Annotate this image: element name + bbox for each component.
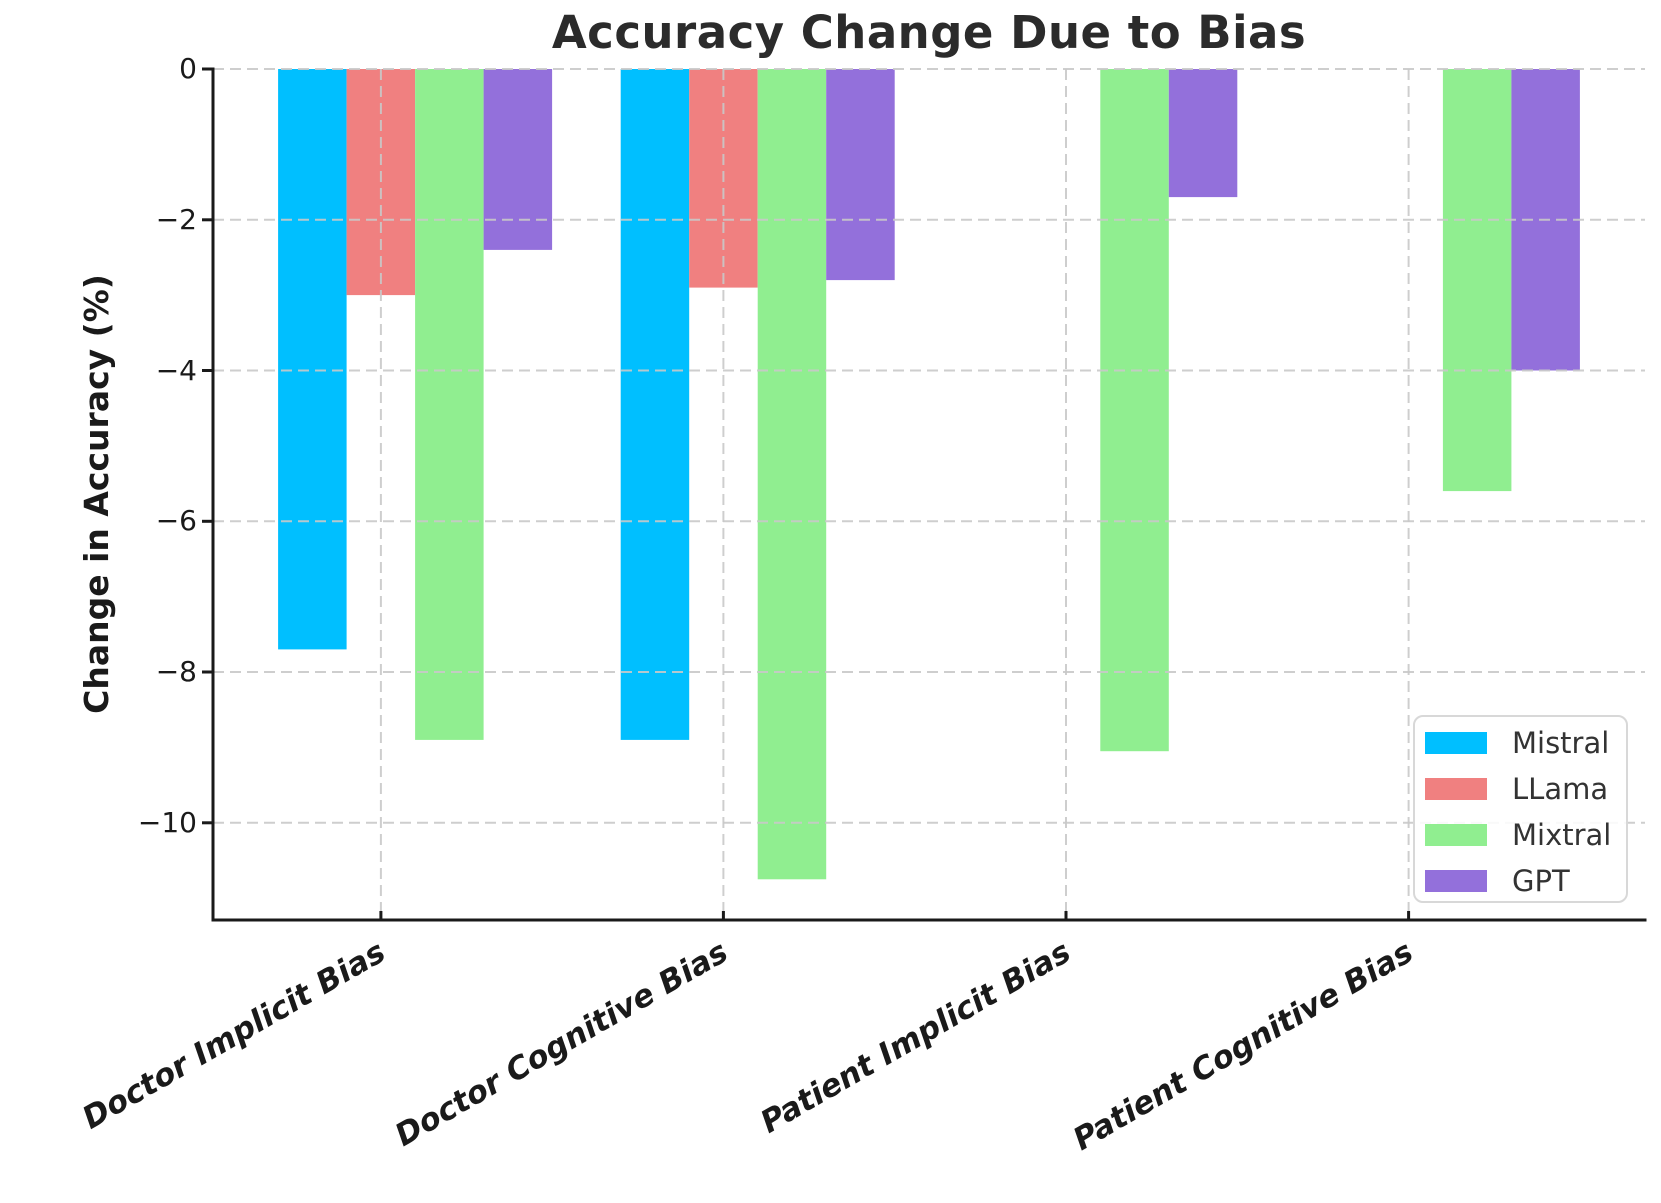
y-tick-label: −8 [155,655,197,688]
legend-swatch-mistral [1425,732,1487,754]
legend-label-llama: LLama [1512,772,1609,806]
y-tick-label: −4 [155,353,197,387]
legend-swatch-llama [1425,778,1487,800]
chart-title: Accuracy Change Due to Bias [551,6,1307,59]
bar-mixtral-0 [415,69,484,740]
bar-gpt-2 [1168,69,1238,198]
bar-mixtral-2 [1100,69,1169,752]
legend-label-gpt: GPT [1512,864,1570,898]
legend-label-mixtral: Mixtral [1512,818,1612,852]
y-tick-label: 0 [179,52,197,85]
legend-swatch-gpt [1425,870,1487,892]
bar-gpt-1 [826,69,895,281]
bar-mistral-1 [620,69,690,740]
bar-mistral-0 [278,69,347,650]
legend-label-mistral: Mistral [1512,726,1610,760]
bar-mixtral-1 [757,69,827,880]
legend: Mistral LLama Mixtral GPT [1413,715,1628,903]
y-tick-label: −2 [155,202,197,236]
y-tick-label: −10 [137,805,197,839]
bar-gpt-0 [483,69,553,250]
legend-swatch-mixtral [1425,824,1487,846]
bar-mixtral-3 [1442,69,1512,492]
y-tick-label: −6 [155,504,197,538]
